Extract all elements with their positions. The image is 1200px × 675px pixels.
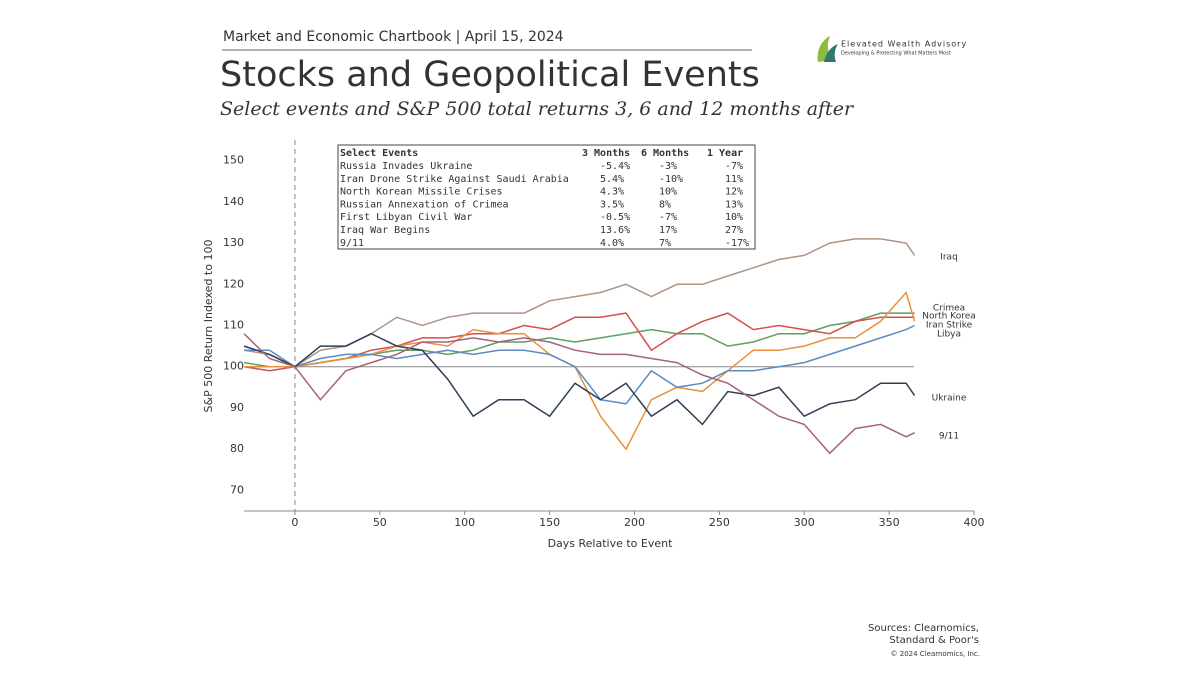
legend-label: Ukraine bbox=[932, 394, 967, 404]
table-cell: -3% bbox=[659, 161, 677, 172]
series-line bbox=[243, 333, 915, 455]
y-tick-label: 80 bbox=[230, 442, 244, 455]
table-cell: 13.6% bbox=[600, 225, 630, 236]
x-tick-label: 350 bbox=[879, 516, 900, 529]
table: Select Events 3 Months 6 Months 1 Year Russi… bbox=[340, 148, 749, 249]
legend-label: Iraq bbox=[940, 253, 958, 263]
y-tick-label: 140 bbox=[223, 195, 244, 208]
y-tick-label: 100 bbox=[223, 360, 244, 373]
table-cell: -17% bbox=[725, 238, 749, 249]
table-cell: -5.4% bbox=[600, 161, 630, 172]
table-cell: Russian Annexation of Crimea bbox=[340, 199, 509, 210]
table-header: Select Events bbox=[340, 148, 418, 159]
series-line bbox=[244, 324, 915, 405]
x-tick-label: 100 bbox=[454, 516, 475, 529]
x-tick-label: 300 bbox=[794, 516, 815, 529]
table-cell: -7% bbox=[725, 161, 743, 172]
table-header: 1 Year bbox=[707, 148, 743, 159]
table-box bbox=[337, 144, 756, 250]
logo-icon bbox=[824, 44, 838, 62]
chart-title: Stocks and Geopolitical Events bbox=[220, 55, 760, 95]
table-cell: First Libyan Civil War bbox=[340, 212, 472, 223]
table-header: 6 Months bbox=[641, 148, 689, 159]
table-cell: 4.3% bbox=[600, 187, 624, 198]
table-cell: 5.4% bbox=[600, 174, 624, 185]
series-line bbox=[243, 238, 916, 368]
table-cell: 11% bbox=[725, 174, 743, 185]
y-tick-label: 90 bbox=[230, 401, 244, 414]
table-cell: -10% bbox=[659, 174, 683, 185]
table-cell: 4.0% bbox=[600, 238, 624, 249]
y-tick-label: 110 bbox=[223, 319, 244, 332]
y-tick-label: 120 bbox=[223, 277, 244, 290]
table-cell: 12% bbox=[725, 187, 743, 198]
table-cell: 10% bbox=[659, 187, 677, 198]
table-cell: 13% bbox=[725, 199, 743, 210]
y-tick-label: 150 bbox=[223, 154, 244, 167]
legend-label: Iran Strike bbox=[926, 321, 973, 331]
table-cell: 27% bbox=[725, 225, 743, 236]
x-tick-label: 200 bbox=[624, 516, 645, 529]
source: Standard & Poor's bbox=[889, 635, 979, 646]
table-cell: 7% bbox=[659, 238, 671, 249]
legend-label: 9/11 bbox=[939, 432, 959, 442]
y-tick-label: 130 bbox=[223, 236, 244, 249]
header: Market and Economic Chartbook | April 15… bbox=[223, 29, 564, 45]
table-cell: 10% bbox=[725, 212, 743, 223]
x-tick-label: 50 bbox=[373, 516, 387, 529]
x-tick-label: 250 bbox=[709, 516, 730, 529]
copyright: © 2024 Clearnomics, Inc. bbox=[891, 650, 980, 658]
table-cell: 3.5% bbox=[600, 199, 624, 210]
logo-name: Elevated Wealth Advisory bbox=[841, 40, 967, 49]
series-line bbox=[243, 332, 916, 426]
y-axis-label: S&P 500 Return Indexed to 100 bbox=[202, 240, 215, 413]
x-tick-label: 0 bbox=[291, 516, 298, 529]
x-tick-label: 150 bbox=[539, 516, 560, 529]
x-tick-label: 400 bbox=[964, 516, 985, 529]
plot: 0 50 100 150 200 250 300 350 400 70 80 90 100 110 120 1… bbox=[223, 140, 985, 529]
table-cell: 9/11 bbox=[340, 238, 364, 249]
legend-label: Crimea bbox=[933, 304, 965, 314]
table-cell: Russia Invades Ukraine bbox=[340, 161, 472, 172]
chart-subtitle: Select events and S&P 500 total returns … bbox=[220, 98, 855, 120]
y-tick-label: 70 bbox=[230, 483, 244, 496]
legend-label: North Korea bbox=[922, 312, 976, 322]
series-line bbox=[244, 290, 916, 451]
table-cell: -0.5% bbox=[600, 212, 630, 223]
logo-tagline: Developing & Protecting What Matters Mos… bbox=[841, 51, 951, 57]
table-header: 3 Months bbox=[582, 148, 630, 159]
table-cell: 8% bbox=[659, 199, 671, 210]
table-cell: Iran Drone Strike Against Saudi Arabia bbox=[340, 174, 569, 185]
legend-label: Libya bbox=[937, 330, 961, 340]
source: Sources: Clearnomics, bbox=[868, 623, 979, 634]
table-cell: 17% bbox=[659, 225, 677, 236]
table-cell: -7% bbox=[659, 212, 677, 223]
x-axis-label: Days Relative to Event bbox=[548, 537, 674, 550]
table-cell: Iraq War Begins bbox=[340, 225, 430, 236]
table-cell: North Korean Missile Crises bbox=[340, 187, 503, 198]
